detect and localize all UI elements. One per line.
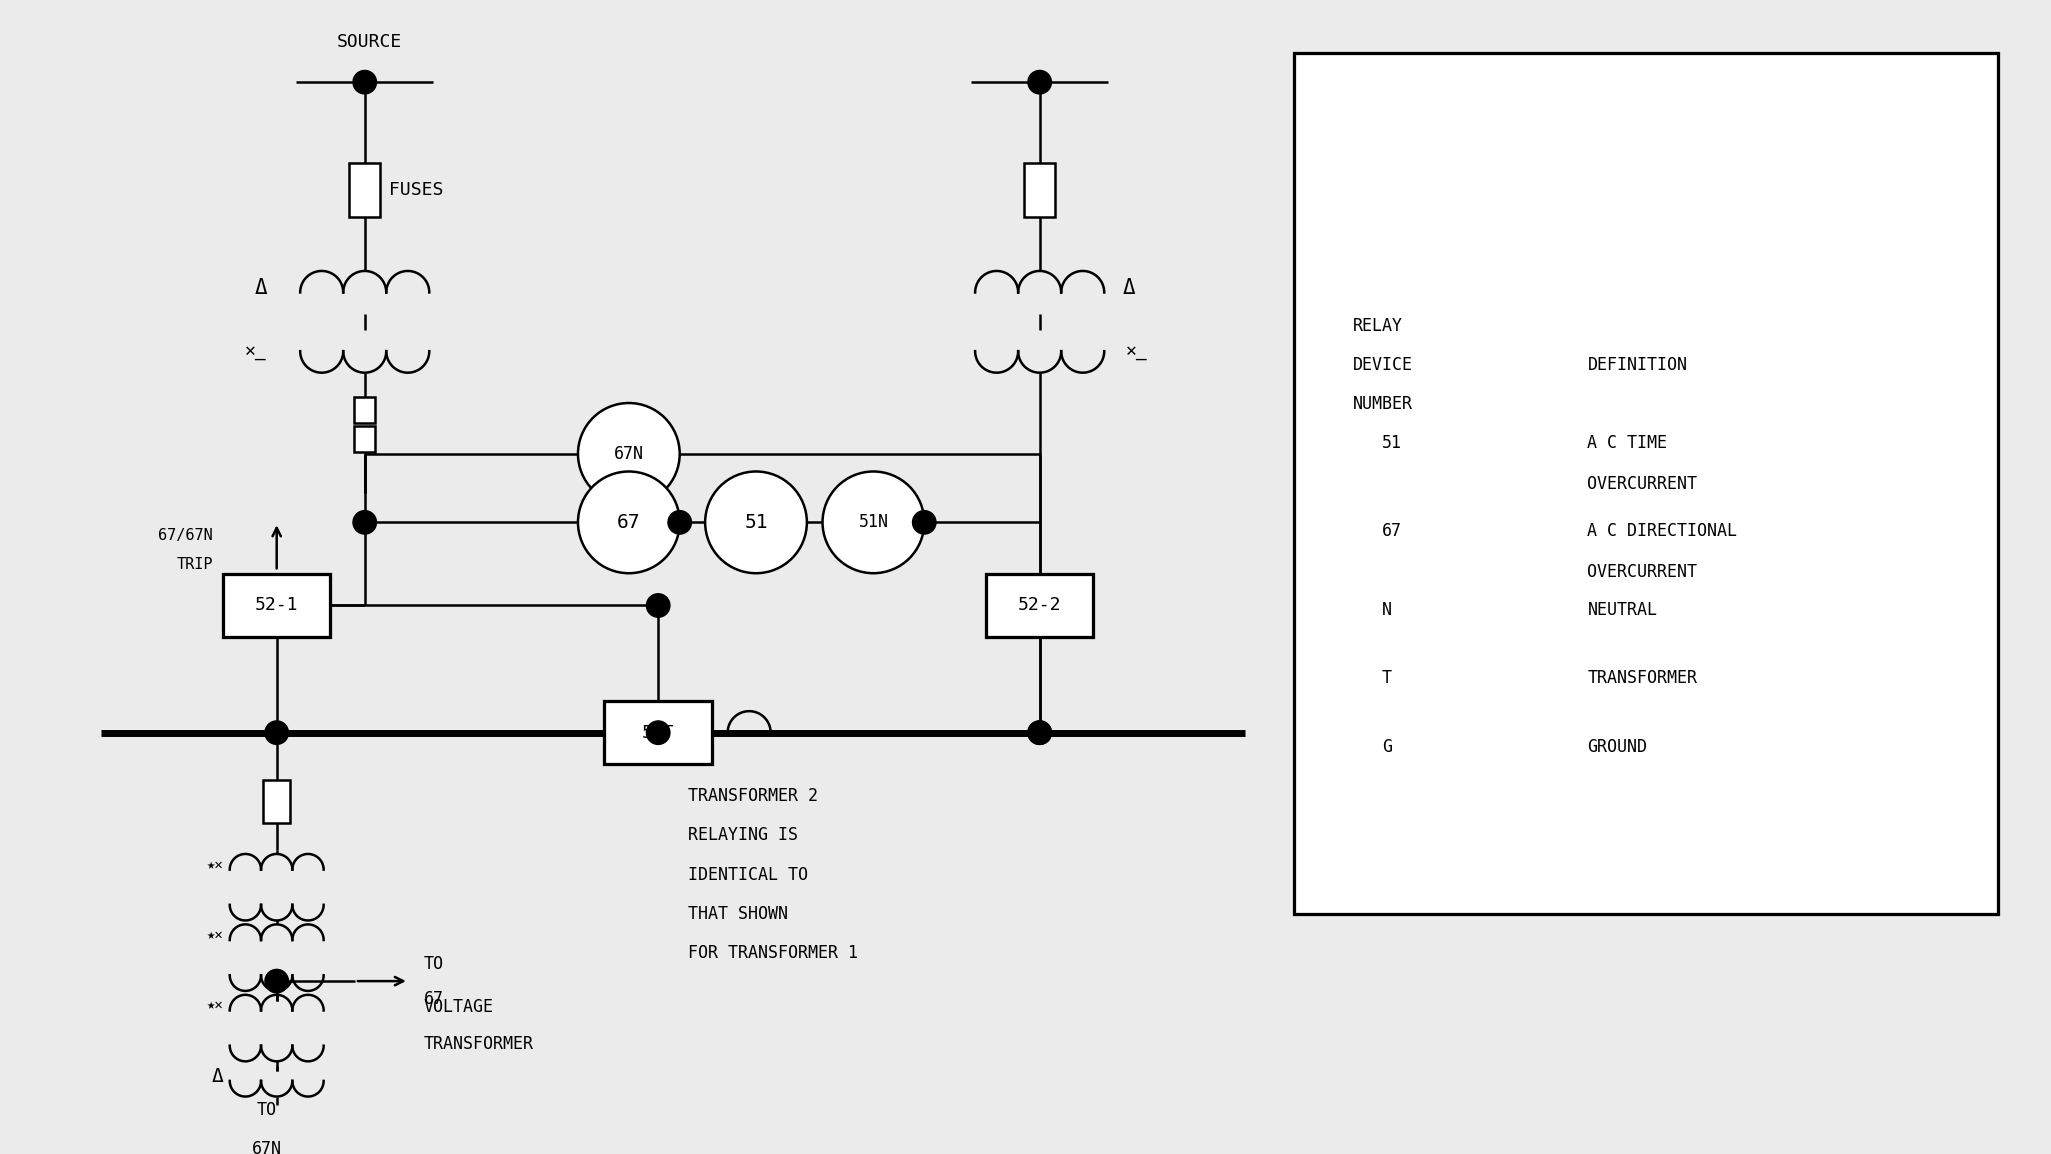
Text: TO: TO (256, 1101, 277, 1119)
Text: TRANSFORMER 2: TRANSFORMER 2 (687, 787, 818, 805)
Circle shape (669, 510, 691, 534)
Text: OVERCURRENT: OVERCURRENT (1587, 475, 1698, 494)
FancyBboxPatch shape (1294, 53, 1998, 914)
Text: SOURCE: SOURCE (336, 32, 402, 51)
Text: FUSES: FUSES (390, 181, 443, 198)
Text: VOLTAGE: VOLTAGE (423, 997, 494, 1016)
Circle shape (1028, 70, 1052, 93)
Circle shape (646, 594, 671, 617)
Circle shape (1028, 721, 1052, 744)
Text: OVERCURRENT: OVERCURRENT (1587, 563, 1698, 582)
Text: ✕̲: ✕̲ (246, 343, 267, 360)
Circle shape (1028, 721, 1052, 744)
Text: ✕̲: ✕̲ (1126, 343, 1147, 360)
Text: DEFINITION: DEFINITION (1587, 357, 1688, 374)
FancyBboxPatch shape (987, 574, 1093, 637)
Text: NEUTRAL: NEUTRAL (1587, 600, 1657, 619)
Text: 51: 51 (745, 512, 767, 532)
Circle shape (913, 510, 935, 534)
Text: 52T: 52T (642, 724, 675, 742)
Text: A C TIME: A C TIME (1587, 434, 1667, 452)
Circle shape (353, 70, 377, 93)
FancyBboxPatch shape (355, 397, 375, 422)
Circle shape (706, 472, 806, 574)
Text: NUMBER: NUMBER (1354, 395, 1413, 413)
Text: RELAYING IS: RELAYING IS (687, 826, 798, 845)
Text: TRIP: TRIP (176, 557, 213, 572)
Text: A C DIRECTIONAL: A C DIRECTIONAL (1587, 523, 1737, 540)
Text: 52-2: 52-2 (1017, 597, 1062, 614)
Text: 67: 67 (1382, 523, 1403, 540)
Text: ★✕: ★✕ (207, 857, 224, 871)
Text: 67: 67 (423, 990, 443, 1007)
Text: IDENTICAL TO: IDENTICAL TO (687, 866, 808, 884)
FancyBboxPatch shape (1023, 163, 1056, 217)
Text: 67N: 67N (252, 1140, 281, 1154)
Text: 67N: 67N (613, 445, 644, 463)
Text: GROUND: GROUND (1587, 737, 1647, 756)
Circle shape (265, 721, 289, 744)
Circle shape (578, 403, 679, 504)
FancyBboxPatch shape (605, 700, 712, 764)
FancyBboxPatch shape (224, 574, 330, 637)
Text: DEVICE: DEVICE (1354, 357, 1413, 374)
FancyBboxPatch shape (263, 780, 291, 823)
Circle shape (353, 510, 377, 534)
FancyBboxPatch shape (349, 163, 379, 217)
Circle shape (646, 721, 671, 744)
Text: Δ: Δ (254, 278, 267, 298)
Text: N: N (1382, 600, 1393, 619)
Text: ★✕: ★✕ (207, 998, 224, 1012)
Text: ★✕: ★✕ (207, 928, 224, 942)
Text: 51: 51 (1382, 434, 1403, 452)
Text: Δ: Δ (1122, 278, 1136, 298)
FancyBboxPatch shape (355, 427, 375, 452)
Text: RELAY: RELAY (1354, 317, 1403, 335)
Text: 67: 67 (617, 512, 640, 532)
Text: FOR TRANSFORMER 1: FOR TRANSFORMER 1 (687, 944, 857, 961)
Text: TRANSFORMER: TRANSFORMER (423, 1035, 533, 1052)
Text: TO: TO (423, 954, 443, 973)
Text: T: T (1382, 669, 1393, 687)
Text: TRANSFORMER: TRANSFORMER (1587, 669, 1698, 687)
Text: THAT SHOWN: THAT SHOWN (687, 905, 788, 923)
Text: 51N: 51N (859, 514, 888, 531)
Text: 52-1: 52-1 (254, 597, 299, 614)
Circle shape (265, 969, 289, 992)
Circle shape (822, 472, 925, 574)
Text: Δ: Δ (211, 1066, 224, 1086)
Text: G: G (1382, 737, 1393, 756)
Circle shape (578, 472, 679, 574)
Text: 67/67N: 67/67N (158, 527, 213, 542)
